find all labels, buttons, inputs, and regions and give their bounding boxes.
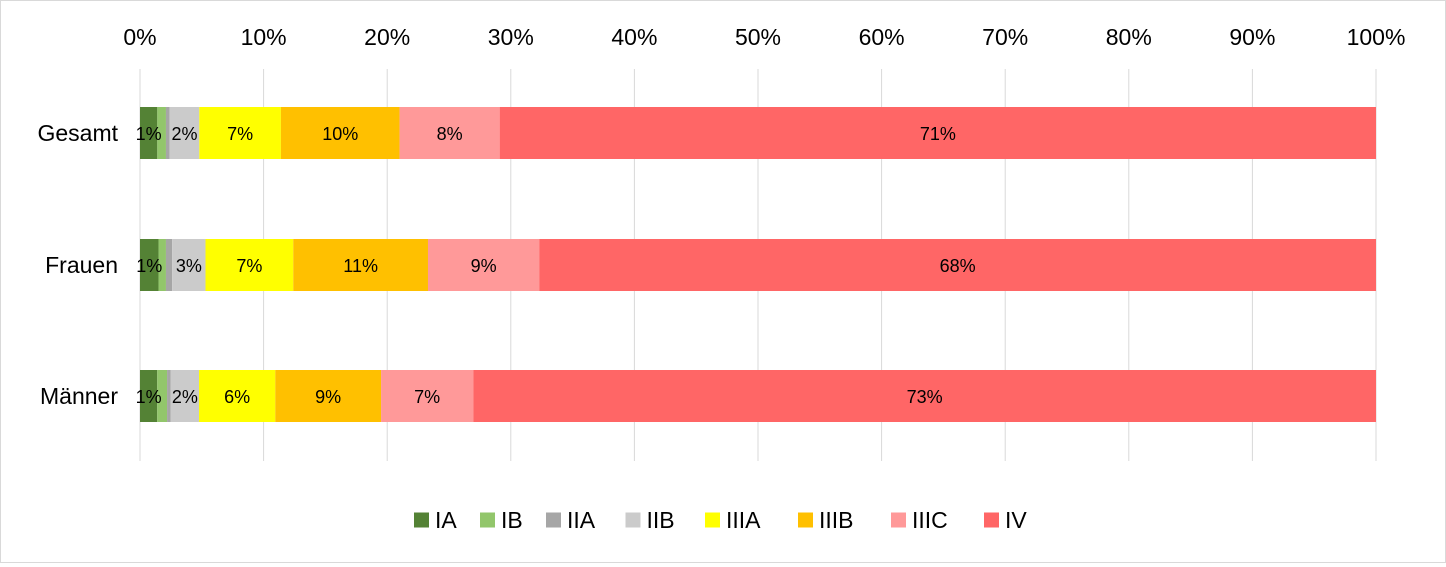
legend-label: IIB [647, 507, 675, 533]
legend-swatch [480, 512, 495, 528]
bar-segment [157, 370, 168, 422]
data-label: 2% [172, 387, 198, 407]
bar-segment [399, 107, 500, 159]
data-label: 10% [322, 124, 358, 144]
data-label: 7% [227, 124, 253, 144]
data-label: 1% [136, 124, 162, 144]
category-label: Frauen [45, 252, 118, 278]
bar-segment [427, 239, 540, 291]
category-label: Gesamt [37, 120, 118, 146]
legend: IA IB IIA IIB IIIA IIIB IIIC IV [414, 507, 1027, 533]
data-label: 68% [940, 256, 976, 276]
data-label: 9% [315, 387, 341, 407]
legend-swatch [625, 512, 641, 528]
bar-segment [280, 107, 400, 159]
legend-swatch [705, 512, 720, 528]
bar-segment [172, 239, 206, 291]
bar-segment [293, 239, 428, 291]
bar-segment [539, 239, 1376, 291]
x-axis-ticks: 0% 10% 20% 30% 40% 50% 60% 70% 80% 90% 100% [123, 24, 1405, 50]
x-tick-label: 30% [488, 24, 534, 50]
bar-segment [499, 107, 1376, 159]
x-tick-label: 60% [859, 24, 905, 50]
legend-swatch [984, 512, 999, 528]
x-tick-label: 90% [1229, 24, 1275, 50]
x-tick-label: 0% [123, 24, 156, 50]
data-label: 6% [224, 387, 250, 407]
data-label: 7% [414, 387, 440, 407]
x-tick-label: 80% [1106, 24, 1152, 50]
x-tick-label: 100% [1347, 24, 1406, 50]
legend-swatch [414, 512, 429, 528]
bar-segment [381, 370, 474, 422]
legend-label: IIIA [726, 507, 761, 533]
bar-segment [205, 239, 294, 291]
data-label: 7% [236, 256, 262, 276]
x-tick-label: 70% [982, 24, 1028, 50]
data-label: 11% [343, 256, 378, 276]
bar-segment [199, 107, 281, 159]
bar-segment [157, 107, 166, 159]
bar-segment [165, 239, 173, 291]
legend-swatch [798, 512, 813, 528]
bar-segment [275, 370, 382, 422]
legend-label: IIIC [912, 507, 948, 533]
legend-swatch [891, 512, 906, 528]
bar-segment [170, 370, 200, 422]
legend-label: IV [1005, 507, 1027, 533]
bar-segment [158, 239, 166, 291]
category-label: Männer [40, 383, 118, 409]
x-tick-label: 40% [611, 24, 657, 50]
bar-segment [199, 370, 276, 422]
x-tick-label: 20% [364, 24, 410, 50]
data-label: 1% [136, 387, 162, 407]
legend-label: IB [501, 507, 523, 533]
data-label: 2% [171, 124, 197, 144]
x-tick-label: 10% [241, 24, 287, 50]
data-label: 8% [437, 124, 463, 144]
bar-segment [140, 107, 158, 159]
data-label: 3% [176, 256, 202, 276]
category-labels: Gesamt Frauen Männer [37, 120, 118, 409]
data-label: 1% [136, 256, 162, 276]
bars [140, 107, 1376, 422]
bar-segment [165, 107, 170, 159]
bar-segment [167, 370, 171, 422]
legend-swatch [546, 512, 561, 528]
data-label: 71% [920, 124, 956, 144]
data-labels: 1% 2% 7% 10% 8% 71% 1% 3% 7% 11% 9% 68% 1% 2% 6% 9% 7% 73… [136, 124, 976, 407]
legend-label: IIIB [819, 507, 854, 533]
data-label: 9% [471, 256, 497, 276]
bar-segment [169, 107, 200, 159]
data-label: 73% [907, 387, 943, 407]
x-tick-label: 50% [735, 24, 781, 50]
bar-segment [473, 370, 1376, 422]
legend-label: IA [435, 507, 457, 533]
bar-segment [140, 239, 159, 291]
bar-segment [140, 370, 158, 422]
legend-label: IIA [567, 507, 596, 533]
